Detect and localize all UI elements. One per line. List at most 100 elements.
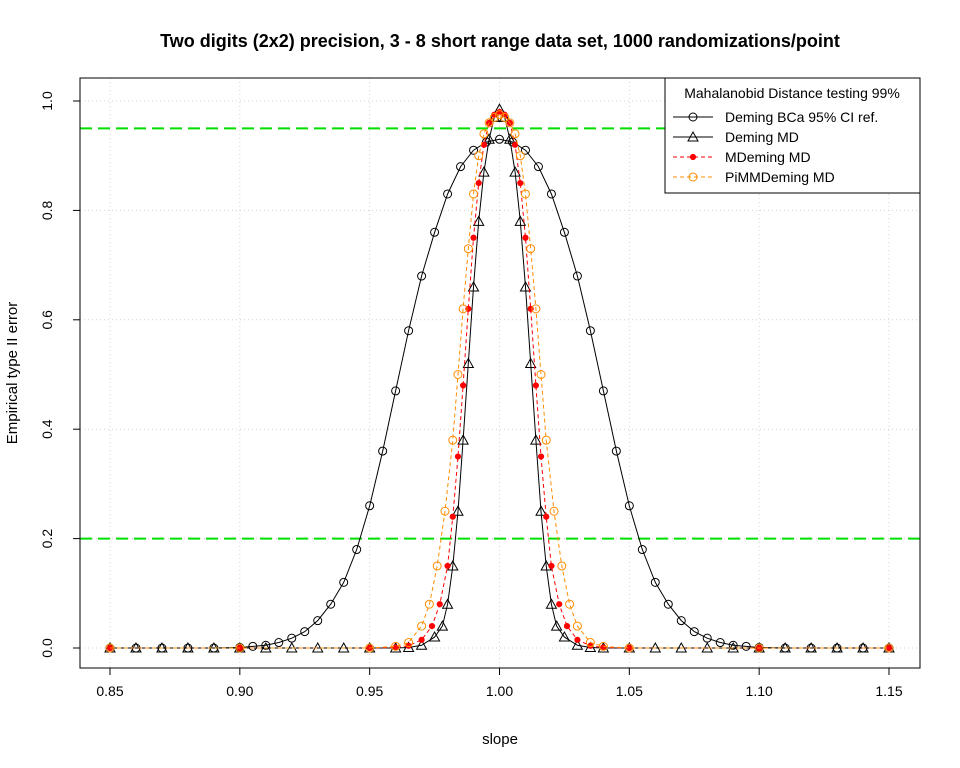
y-tick-label: 0.4 — [39, 419, 55, 439]
data-point — [444, 562, 451, 570]
data-point — [462, 357, 475, 369]
data-point — [495, 110, 504, 120]
data-point — [741, 641, 751, 651]
data-point — [548, 562, 555, 570]
data-point — [428, 623, 436, 630]
data-point — [456, 162, 466, 172]
chart-title: Two digits (2x2) precision, 3 - 8 short … — [160, 31, 840, 51]
data-point — [417, 271, 427, 281]
x-tick-label: 1.10 — [746, 683, 773, 699]
data-point — [470, 234, 477, 241]
reference-lines — [80, 127, 920, 540]
data-point — [531, 304, 541, 314]
data-point — [571, 639, 584, 650]
y-axis: 0.0 0.2 0.4 0.6 0.8 1.0 — [39, 91, 81, 658]
data-point — [496, 108, 503, 116]
data-point — [467, 280, 480, 292]
data-point — [274, 638, 284, 648]
data-point — [549, 506, 559, 516]
data-point — [418, 636, 425, 643]
data-point — [478, 166, 490, 177]
x-tick-label: 1.05 — [616, 683, 643, 699]
data-point — [556, 601, 563, 608]
legend-label: Deming MD — [725, 129, 799, 145]
data-point — [453, 370, 463, 379]
data-point — [489, 112, 499, 122]
data-point — [509, 166, 521, 177]
data-point — [585, 326, 595, 336]
data-point — [572, 271, 582, 281]
data-point — [475, 179, 482, 187]
data-point — [474, 151, 484, 161]
x-axis: 0.85 0.90 0.95 1.00 1.05 1.10 1.15 — [96, 667, 903, 699]
data-point — [884, 643, 894, 653]
legend-marker — [688, 112, 698, 122]
legend-label: MDeming MD — [725, 149, 811, 165]
data-point — [235, 643, 245, 653]
data-point — [504, 133, 516, 144]
data-point — [514, 215, 527, 226]
data-point — [484, 118, 494, 128]
data-point — [313, 616, 323, 626]
legend-label: PiMMDeming MD — [725, 169, 835, 185]
data-point — [624, 643, 634, 653]
data-point — [574, 636, 581, 643]
data-point — [505, 118, 515, 128]
x-tick-label: 0.85 — [96, 683, 123, 699]
legend-marker — [688, 172, 698, 182]
data-point — [417, 621, 427, 631]
x-tick-label: 0.95 — [356, 683, 383, 699]
y-tick-label: 0.6 — [39, 310, 55, 330]
data-point — [472, 215, 485, 226]
data-point — [676, 616, 686, 626]
data-point — [715, 638, 725, 648]
series-layer — [104, 103, 895, 653]
data-point — [550, 620, 563, 631]
data-point — [557, 561, 567, 571]
data-point — [391, 641, 401, 651]
data-point — [537, 453, 545, 460]
data-point — [483, 133, 495, 144]
x-axis-label: slope — [482, 731, 518, 748]
legend-box — [664, 77, 921, 194]
data-point — [300, 627, 310, 637]
data-point — [469, 145, 479, 155]
data-point — [598, 641, 608, 651]
data-point — [541, 435, 551, 445]
data-point — [546, 189, 556, 199]
y-tick-label: 1.0 — [39, 91, 55, 111]
data-point — [520, 145, 530, 155]
legend-marker — [687, 130, 699, 142]
data-point — [457, 434, 469, 445]
data-point — [460, 382, 467, 389]
data-point — [572, 621, 582, 631]
data-point — [689, 627, 699, 637]
data-point — [522, 234, 529, 241]
data-point — [436, 620, 449, 631]
y-axis-label: Empirical type II error — [4, 302, 21, 445]
data-point — [454, 453, 462, 460]
data-point — [452, 505, 464, 516]
data-point — [469, 189, 479, 199]
data-point — [598, 386, 608, 396]
data-point — [441, 598, 454, 609]
data-point — [440, 506, 450, 516]
data-point — [611, 446, 621, 456]
data-point — [532, 382, 539, 389]
legend-entries: Deming BCa 95% CI ref. Deming MD MDeming M… — [673, 109, 878, 185]
data-point — [248, 641, 258, 651]
data-point — [463, 244, 473, 254]
data-point — [526, 244, 536, 254]
data-point — [365, 643, 375, 653]
data-point — [500, 112, 510, 122]
data-point — [432, 561, 442, 571]
data-point — [428, 631, 441, 642]
data-point — [326, 599, 336, 609]
data-point — [530, 434, 542, 445]
data-point — [415, 639, 428, 650]
data-point — [565, 599, 575, 609]
data-point — [624, 501, 634, 511]
data-point — [600, 644, 607, 651]
data-point — [520, 189, 530, 199]
